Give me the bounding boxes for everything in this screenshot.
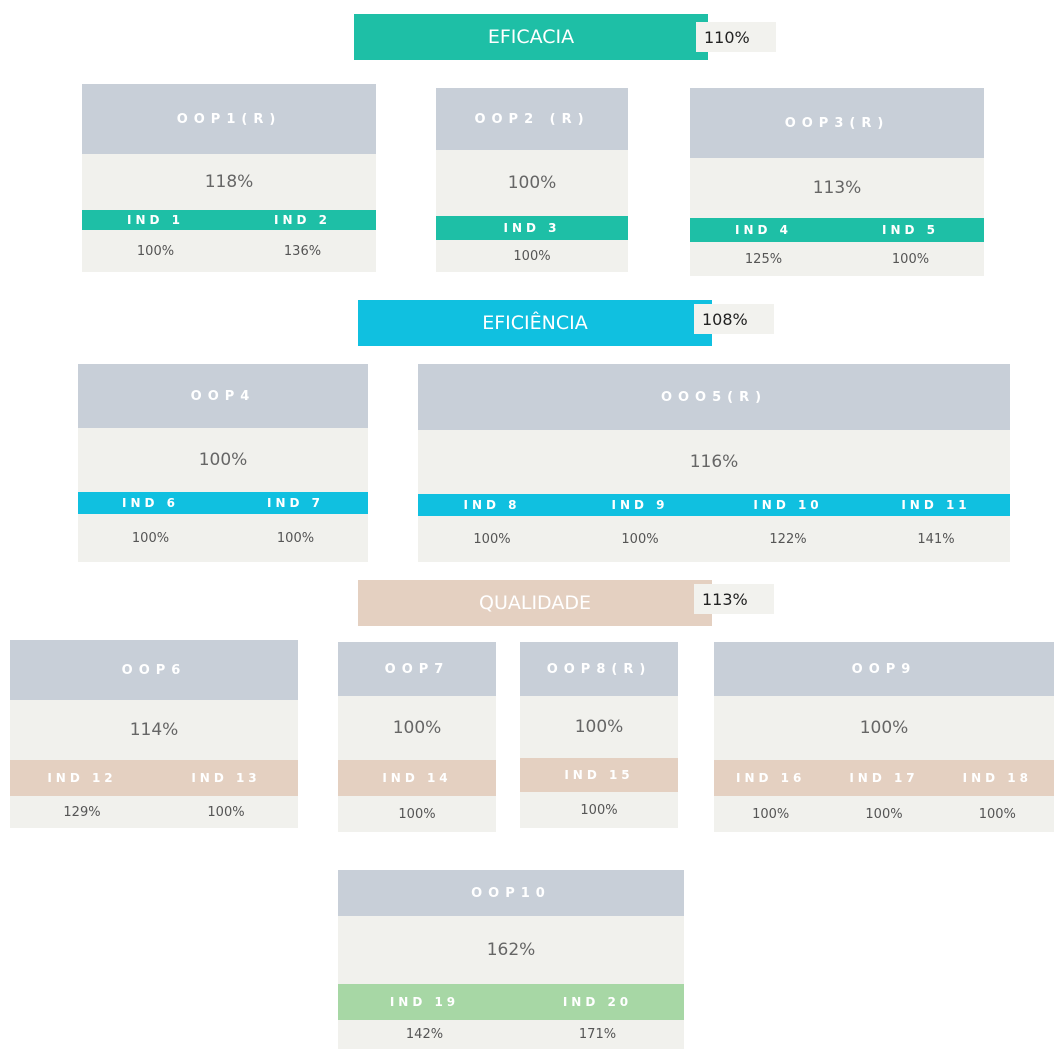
indicator-values <box>82 230 376 272</box>
indicator-name: IND 2 <box>274 213 331 227</box>
indicator-value: 100% <box>131 530 170 546</box>
indicator-values <box>338 796 496 832</box>
indicator-bar <box>520 758 678 792</box>
card-value: 114% <box>10 700 298 760</box>
indicator-name: IND 9 <box>611 498 669 512</box>
indicator-value: 125% <box>744 251 783 267</box>
card-value: 162% <box>338 916 684 984</box>
indicator-values <box>78 514 368 562</box>
indicator-name: IND 6 <box>122 496 179 510</box>
indicator-bar <box>436 216 628 240</box>
indicator-value: 100% <box>276 530 315 546</box>
indicator-value: 122% <box>769 531 807 547</box>
card-title: OOP10 <box>338 870 684 916</box>
card-value: 100% <box>436 150 628 216</box>
card-value: 116% <box>418 430 1010 494</box>
card-title: OOP2 (R) <box>436 88 628 150</box>
card-title: OOP1(R) <box>82 84 376 154</box>
indicator-value: 100% <box>865 806 903 822</box>
indicator-values <box>690 242 984 276</box>
indicator-value: 171% <box>578 1027 617 1042</box>
indicator-value: 100% <box>752 806 790 822</box>
section-value: 110% <box>696 22 776 52</box>
indicator-name: IND 20 <box>562 995 633 1009</box>
indicator-name: IND 12 <box>47 771 117 785</box>
card-value: 100% <box>520 696 678 758</box>
indicator-value: 100% <box>473 531 511 547</box>
section-header: EFICACIA <box>354 14 708 60</box>
section-value: 108% <box>694 304 774 334</box>
card-title: OOP4 <box>78 364 368 428</box>
card-value: 100% <box>714 696 1054 760</box>
indicator-name: IND 17 <box>849 771 919 785</box>
indicator-value: 136% <box>283 243 322 259</box>
indicator-bar <box>418 494 1010 516</box>
section-header: EFICIÊNCIA <box>358 300 712 346</box>
section-header: QUALIDADE <box>358 580 712 626</box>
indicator-bar <box>78 492 368 514</box>
indicator-value: 100% <box>978 806 1016 822</box>
card-title: OOP8(R) <box>520 642 678 696</box>
card-value: 118% <box>82 154 376 210</box>
indicator-value: 100% <box>398 806 436 822</box>
indicator-name: IND 14 <box>382 771 452 785</box>
card-title: OOO5(R) <box>418 364 1010 430</box>
indicator-bar <box>82 210 376 230</box>
indicator-name: IND 5 <box>882 223 939 237</box>
indicator-name: IND 16 <box>735 771 806 785</box>
indicator-name: IND 1 <box>127 213 184 227</box>
indicator-name: IND 4 <box>735 223 792 237</box>
card-value: 100% <box>338 696 496 760</box>
indicator-value: 100% <box>891 251 930 267</box>
indicator-value: 100% <box>513 248 551 264</box>
indicator-values <box>418 516 1010 562</box>
card-title: OOP7 <box>338 642 496 696</box>
indicator-bar <box>338 984 684 1020</box>
indicator-value: 100% <box>136 243 175 259</box>
indicator-name: IND 18 <box>962 771 1032 785</box>
indicator-values <box>10 796 298 828</box>
indicator-name: IND 10 <box>753 498 823 512</box>
indicator-name: IND 13 <box>191 771 261 785</box>
indicator-name: IND 11 <box>901 498 971 512</box>
indicator-name: IND 3 <box>503 221 561 235</box>
indicator-name: IND 7 <box>267 496 324 510</box>
indicator-bar <box>338 760 496 796</box>
indicator-bar <box>10 760 298 796</box>
indicator-name: IND 15 <box>564 768 634 782</box>
section-value: 113% <box>694 584 774 614</box>
indicator-value: 100% <box>207 804 245 820</box>
card-value: 100% <box>78 428 368 492</box>
indicator-value: 142% <box>405 1027 444 1042</box>
indicator-value: 129% <box>63 804 101 820</box>
indicator-name: IND 8 <box>463 498 521 512</box>
card-title: OOP9 <box>714 642 1054 696</box>
indicator-bar <box>714 760 1054 796</box>
card-title: OOP6 <box>10 640 298 700</box>
indicator-bar <box>690 218 984 242</box>
indicator-value: 141% <box>917 531 955 547</box>
indicator-value: 100% <box>621 531 659 547</box>
indicator-values <box>520 792 678 828</box>
indicator-values <box>714 796 1054 832</box>
card-value: 113% <box>690 158 984 218</box>
indicator-values <box>338 1020 684 1049</box>
indicator-values <box>436 240 628 272</box>
indicator-name: IND 19 <box>389 995 460 1009</box>
card-title: OOP3(R) <box>690 88 984 158</box>
indicator-value: 100% <box>580 802 618 818</box>
